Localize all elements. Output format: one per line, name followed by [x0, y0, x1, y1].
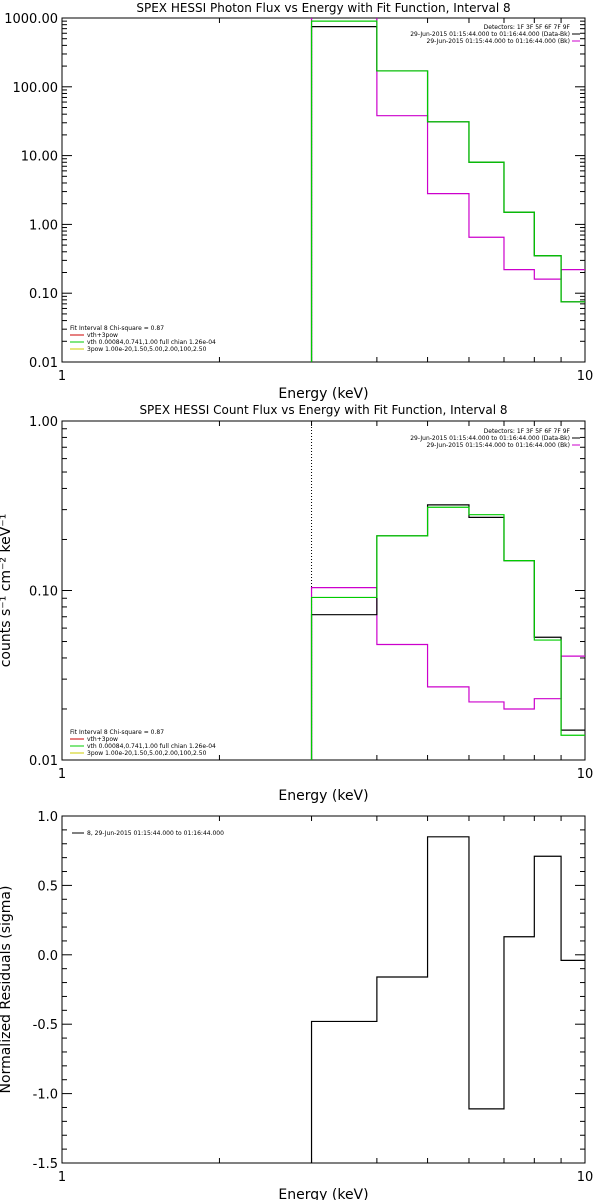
series-1 [310, 25, 585, 362]
x-tick-label: 1 [58, 369, 66, 384]
x-tick-label: 1 [58, 1170, 66, 1185]
y-tick-label: 0.01 [29, 356, 58, 371]
fit-legend-line: 3pow 1.00e-20,1.50,5.00,2.00,100,2.50 [87, 346, 207, 353]
plot-area [310, 18, 585, 362]
detector-info-line: 29-Jun-2015 01:15:44.000 to 01:16:44.000… [427, 38, 570, 45]
fit-legend-line: vth 0.00084,0.741,1.00 full chian 1.26e-… [87, 339, 216, 346]
fit-legend-line: 3pow 1.00e-20,1.50,5.00,2.00,100,2.50 [87, 750, 207, 757]
y-tick-label: 0.0 [37, 949, 58, 964]
detector-info-line: Detectors: 1F 3F 5F 6F 7F 9F [484, 24, 571, 31]
series-step-line [310, 25, 585, 362]
plot-frame [61, 815, 586, 1164]
y-tick-label: 1.00 [29, 218, 58, 233]
detector-info-line: Detectors: 1F 3F 5F 6F 7F 9F [484, 428, 571, 435]
series-3 [310, 506, 585, 760]
residual-legend-label: 8, 29-Jun-2015 01:15:44.000 to 01:16:44.… [87, 830, 224, 837]
detector-info-line: 29-Jun-2015 01:15:44.000 to 01:16:44.000… [410, 435, 570, 442]
series-step-line [310, 836, 585, 1163]
series-1 [310, 836, 585, 1163]
series-step-line [310, 20, 585, 362]
y-tick-label: 10.00 [21, 150, 58, 165]
y-tick-label: 0.5 [37, 879, 58, 894]
series-1 [310, 504, 585, 760]
detector-info-line: 29-Jun-2015 01:15:44.000 to 01:16:44.000… [410, 31, 570, 38]
chart-panel-3: 1 10 -1.5 -1.0 -0.5 0.0 0.5 1.0 Energy (keV) Norm… [0, 810, 593, 1200]
chart-panel-1: SPEX HESSI Photon Flux vs Energy with Fi… [4, 1, 593, 402]
series-step-line [310, 18, 585, 362]
series-2 [310, 587, 585, 760]
x-tick-label: 1 [58, 767, 66, 782]
y-tick-label: 1.00 [29, 415, 58, 430]
series-step-line [310, 587, 585, 760]
plot-area [310, 421, 585, 760]
fit-legend-line: vth+3pow [87, 736, 118, 743]
y-axis-label: counts s⁻¹ cm⁻² keV⁻¹ [0, 514, 14, 668]
plot-area [310, 836, 585, 1163]
series-3 [310, 20, 585, 362]
series-2 [310, 18, 585, 362]
x-tick-label: 10 [577, 369, 594, 384]
chart-panel-2: SPEX HESSI Count Flux vs Energy with Fit… [0, 403, 593, 804]
chart-title: SPEX HESSI Photon Flux vs Energy with Fi… [136, 1, 510, 15]
fit-legend-line: Fit Interval 8 Chi-square = 0.87 [70, 325, 164, 332]
y-tick-label: -0.5 [33, 1018, 58, 1033]
x-axis-label: Energy (keV) [278, 386, 368, 402]
detector-info-line: 29-Jun-2015 01:15:44.000 to 01:16:44.000… [427, 442, 570, 449]
x-tick-label: 10 [577, 1170, 594, 1185]
y-tick-label: 0.10 [29, 585, 58, 600]
series-step-line [310, 504, 585, 760]
y-tick-label: 0.01 [29, 754, 58, 769]
y-tick-label: 1.0 [37, 810, 58, 825]
y-tick-label: 100.00 [13, 81, 59, 96]
x-tick-label: 10 [577, 767, 594, 782]
y-tick-label: -1.5 [33, 1157, 58, 1172]
fit-legend-line: vth 0.00084,0.741,1.00 full chian 1.26e-… [87, 743, 216, 750]
plot-frame [61, 17, 586, 363]
series-step-line [310, 506, 585, 760]
x-axis-label: Energy (keV) [278, 1187, 368, 1200]
y-tick-label: -1.0 [33, 1088, 58, 1103]
fit-legend-line: vth+3pow [87, 332, 118, 339]
y-tick-label: 0.10 [29, 287, 58, 302]
y-tick-label: 1000.00 [4, 12, 58, 27]
chart-title: SPEX HESSI Count Flux vs Energy with Fit… [139, 403, 507, 417]
x-axis-label: Energy (keV) [278, 788, 368, 804]
y-axis-label: Normalized Residuals (sigma) [0, 886, 14, 1094]
fit-legend-line: Fit Interval 8 Chi-square = 0.87 [70, 729, 164, 736]
